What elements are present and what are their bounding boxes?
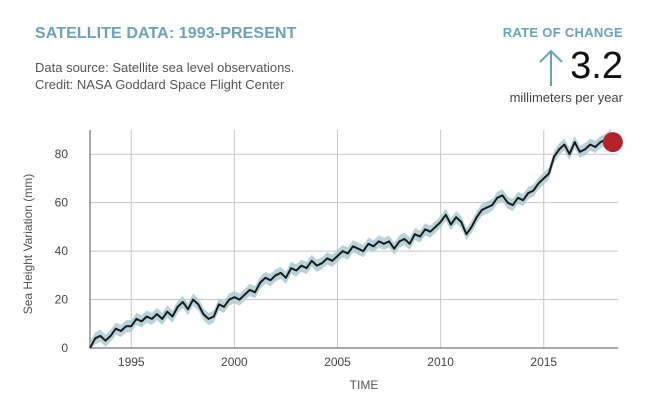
x-tick-label: 2010 (427, 355, 454, 369)
x-axis-label: TIME (350, 378, 379, 392)
up-arrow-icon (539, 49, 563, 86)
y-tick-label: 0 (61, 341, 68, 355)
y-tick-label: 40 (55, 244, 69, 258)
x-tick-label: 1995 (118, 355, 145, 369)
rate-of-change-value-group: 3.2 (538, 44, 623, 88)
y-tick-label: 80 (55, 147, 69, 161)
sea-level-series-line (89, 134, 612, 349)
chart-title: SATELLITE DATA: 1993-PRESENT (35, 25, 297, 42)
uncertainty-band (90, 128, 611, 348)
source-line: Data source: Satellite sea level observa… (35, 60, 295, 75)
x-tick-label: 2000 (221, 355, 248, 369)
data-source-text: Data source: Satellite sea level observa… (35, 59, 294, 93)
latest-value-marker (602, 132, 623, 153)
rate-of-change-value: 3.2 (570, 45, 623, 87)
rate-of-change-label: RATE OF CHANGE (502, 25, 623, 40)
y-axis-label: Sea Height Variation (mm) (21, 174, 35, 315)
rate-of-change-unit: millimeters per year (509, 90, 623, 105)
credit-line: Credit: NASA Goddard Space Flight Center (35, 77, 285, 92)
y-tick-label: 20 (55, 293, 69, 307)
x-tick-label: 2005 (324, 355, 351, 369)
x-tick-label: 2015 (530, 355, 557, 369)
y-tick-label: 60 (55, 196, 69, 210)
